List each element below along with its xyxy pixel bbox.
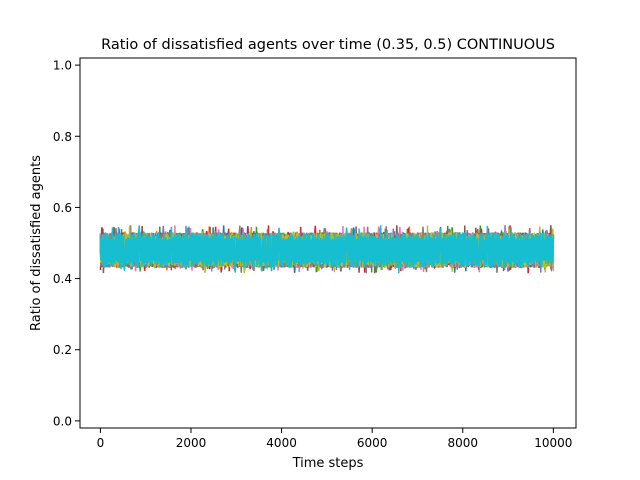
- x-tick-label: 10000: [534, 436, 572, 450]
- y-tick-label: 0.4: [53, 272, 72, 286]
- plot-frame: [79, 57, 577, 429]
- axes-layer: 0 2000 4000 6000 8000 10000 0.0 0.2 0.4 0.6 0.8 1.0: [53, 59, 573, 450]
- series-layer: [99, 225, 555, 274]
- x-tick-label: 8000: [447, 436, 478, 450]
- x-axis-label: Time steps: [292, 456, 364, 471]
- y-tick-label: 0.8: [53, 130, 72, 144]
- y-axis-label: Ratio of dissatisfied agents: [29, 155, 44, 331]
- chart-title: Ratio of dissatisfied agents over time (…: [101, 37, 555, 53]
- y-tick-label: 1.0: [53, 59, 72, 73]
- x-tick-label: 2000: [176, 436, 207, 450]
- y-tick-label: 0.0: [53, 414, 72, 428]
- x-tick-label: 4000: [266, 436, 297, 450]
- y-tick-label: 0.6: [53, 201, 72, 215]
- x-tick-label: 6000: [357, 436, 388, 450]
- series-line-10: [99, 225, 555, 274]
- x-tick-label: 0: [97, 436, 105, 450]
- y-tick-label: 0.2: [53, 343, 72, 357]
